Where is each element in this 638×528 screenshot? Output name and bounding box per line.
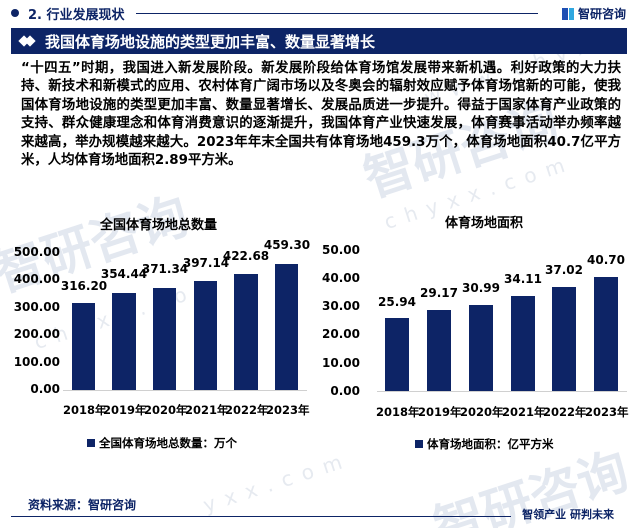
x-axis-line bbox=[377, 391, 627, 392]
value-label: 316.20 bbox=[60, 279, 108, 293]
data-source: 资料来源：智研咨询 bbox=[28, 498, 137, 512]
section-label: 2. 行业发展现状 bbox=[28, 8, 125, 23]
x-axis-line bbox=[63, 390, 307, 391]
chart-venue-count: 全国体育场地总数量 500.00 400.00 300.00 200.00 10… bbox=[13, 218, 311, 451]
value-label: 30.99 bbox=[462, 281, 500, 295]
legend-label: 体育场地面积：亿平方米 bbox=[427, 437, 554, 451]
body-paragraph: “十四五”时期，我国进入新发展阶段。新发展阶段给体育场馆发展带来新机遇。利好政策… bbox=[21, 61, 621, 169]
y-tick: 30.00 bbox=[322, 299, 360, 313]
x-tick: 2020年 bbox=[144, 403, 188, 417]
value-label: 25.94 bbox=[378, 295, 416, 309]
bar-2022 bbox=[234, 274, 258, 390]
x-tick: 2018年 bbox=[376, 405, 420, 419]
y-tick: 0.00 bbox=[330, 384, 360, 398]
chart-title: 全国体育场地总数量 bbox=[100, 218, 218, 233]
value-label: 29.17 bbox=[420, 286, 458, 300]
bar-2018 bbox=[385, 318, 409, 391]
y-tick: 20.00 bbox=[322, 327, 360, 341]
bar-2023 bbox=[275, 264, 298, 390]
x-tick: 2018年 bbox=[63, 403, 107, 417]
header-divider bbox=[136, 13, 538, 14]
y-tick: 200.00 bbox=[13, 327, 60, 341]
bar-2022 bbox=[552, 287, 576, 391]
page-header: 2. 行业发展现状 智研咨询 bbox=[0, 0, 638, 28]
y-tick: 10.00 bbox=[322, 356, 360, 370]
chart-title: 体育场地面积 bbox=[445, 216, 524, 231]
x-tick: 2020年 bbox=[460, 405, 504, 419]
chart-legend: 体育场地面积：亿平方米 bbox=[415, 436, 554, 452]
y-tick: 50.00 bbox=[322, 243, 360, 257]
value-label: 371.34 bbox=[141, 262, 189, 276]
x-tick: 2022年 bbox=[543, 405, 587, 419]
bullet-dot-icon bbox=[11, 9, 19, 17]
value-label: 40.70 bbox=[587, 253, 625, 267]
logo-text: 智研咨询 bbox=[577, 7, 626, 21]
x-tick: 2023年 bbox=[585, 405, 629, 419]
footer-slogan: 智领产业 研判未来 bbox=[522, 508, 614, 521]
x-tick: 2021年 bbox=[502, 405, 546, 419]
brand-logo: 智研咨询 bbox=[561, 5, 626, 22]
value-label: 459.30 bbox=[263, 238, 311, 252]
legend-swatch bbox=[87, 439, 95, 447]
x-tick: 2023年 bbox=[266, 403, 310, 417]
value-label: 397.14 bbox=[182, 256, 230, 270]
x-tick: 2022年 bbox=[225, 403, 269, 417]
bar-2020 bbox=[469, 305, 493, 391]
x-tick: 2021年 bbox=[185, 403, 229, 417]
bar-2020 bbox=[153, 288, 176, 390]
bar-2018 bbox=[72, 303, 95, 390]
y-tick: 40.00 bbox=[322, 271, 360, 285]
chart-legend: 全国体育场地总数量：万个 bbox=[87, 435, 237, 451]
y-tick: 0.00 bbox=[30, 382, 60, 396]
y-tick: 400.00 bbox=[13, 272, 60, 286]
bar-2021 bbox=[511, 296, 535, 391]
y-tick: 500.00 bbox=[13, 245, 60, 259]
value-label: 422.68 bbox=[222, 249, 270, 263]
section-banner: 我国体育场地设施的类型更加丰富、数量显著增长 bbox=[11, 28, 627, 54]
value-label: 34.11 bbox=[504, 272, 542, 286]
bar-2019 bbox=[112, 293, 136, 390]
legend-swatch bbox=[415, 440, 423, 448]
value-label: 37.02 bbox=[545, 263, 583, 277]
bar-2023 bbox=[594, 277, 618, 391]
value-label: 354.44 bbox=[100, 267, 148, 281]
bar-2021 bbox=[194, 281, 217, 390]
bar-2019 bbox=[427, 310, 451, 391]
x-tick: 2019年 bbox=[103, 403, 147, 417]
y-tick: 300.00 bbox=[13, 300, 60, 314]
x-tick: 2019年 bbox=[418, 405, 462, 419]
logo-mark-icon bbox=[561, 7, 574, 20]
banner-title: 我国体育场地设施的类型更加丰富、数量显著增长 bbox=[45, 32, 376, 51]
footer-divider bbox=[11, 516, 511, 517]
y-tick: 100.00 bbox=[13, 355, 60, 369]
legend-label: 全国体育场地总数量：万个 bbox=[99, 436, 237, 450]
